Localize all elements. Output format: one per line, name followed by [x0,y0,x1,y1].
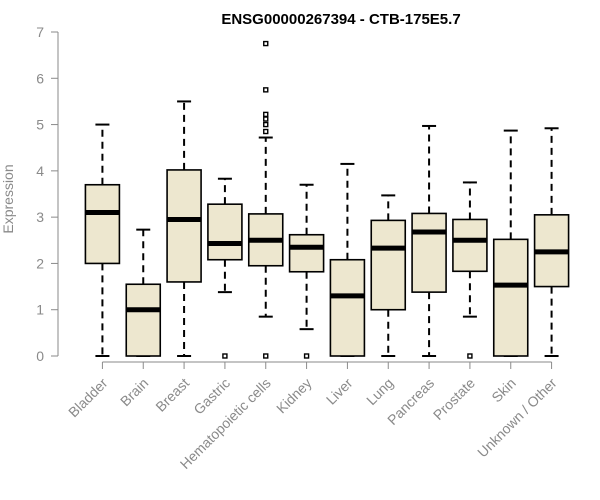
y-tick-label: 6 [36,70,44,86]
outlier-point [263,40,269,47]
box-group [370,194,407,357]
box-group [452,181,488,359]
iqr-box [452,218,488,273]
y-tick-label: 7 [36,24,44,40]
x-tick-label: Bladder [65,375,111,421]
outlier-point [263,111,269,118]
outlier-point [263,121,269,128]
box-group [533,127,570,357]
iqr-box [288,233,325,273]
iqr-box [411,212,447,293]
y-tick-label: 5 [36,117,44,133]
outlier-point [222,353,228,359]
box-group [84,123,121,357]
box-group [166,100,202,357]
outlier-point [467,353,473,359]
plot-area [84,40,570,359]
box-group [125,228,162,357]
x-tick-label: Lung [363,375,396,408]
y-tick-label: 1 [36,302,44,318]
box-group [329,162,366,357]
x-tick-label: Liver [323,375,356,408]
box-group [288,183,325,359]
iqr-box [370,219,407,311]
chart-title: ENSG00000267394 - CTB-175E5.7 [221,11,460,28]
outlier-point [263,128,269,135]
y-axis: 0 1 2 3 4 5 6 7 [36,24,59,364]
iqr-box [84,183,121,265]
y-axis-label: Expression [0,164,16,233]
iqr-box [492,238,529,357]
box-group [207,177,243,359]
iqr-box [329,258,366,357]
x-tick-label: Brain [117,375,151,409]
x-tick-label: Kidney [273,375,315,417]
box-group [247,40,284,359]
outlier-point [263,353,269,359]
y-tick-label: 4 [36,163,44,179]
y-tick-label: 3 [36,209,44,225]
y-tick-label: 2 [36,255,44,271]
box-group [492,129,529,357]
outlier-point [263,116,269,122]
outlier-point [263,87,269,93]
iqr-box [207,203,243,261]
x-tick-label: Breast [152,375,192,415]
iqr-box [125,283,162,357]
outlier-point [303,353,310,359]
iqr-box [166,169,202,283]
x-tick-label: Prostate [430,375,478,423]
y-tick-label: 0 [36,348,44,364]
box-group [411,124,447,357]
x-tick-label: Skin [488,375,519,406]
